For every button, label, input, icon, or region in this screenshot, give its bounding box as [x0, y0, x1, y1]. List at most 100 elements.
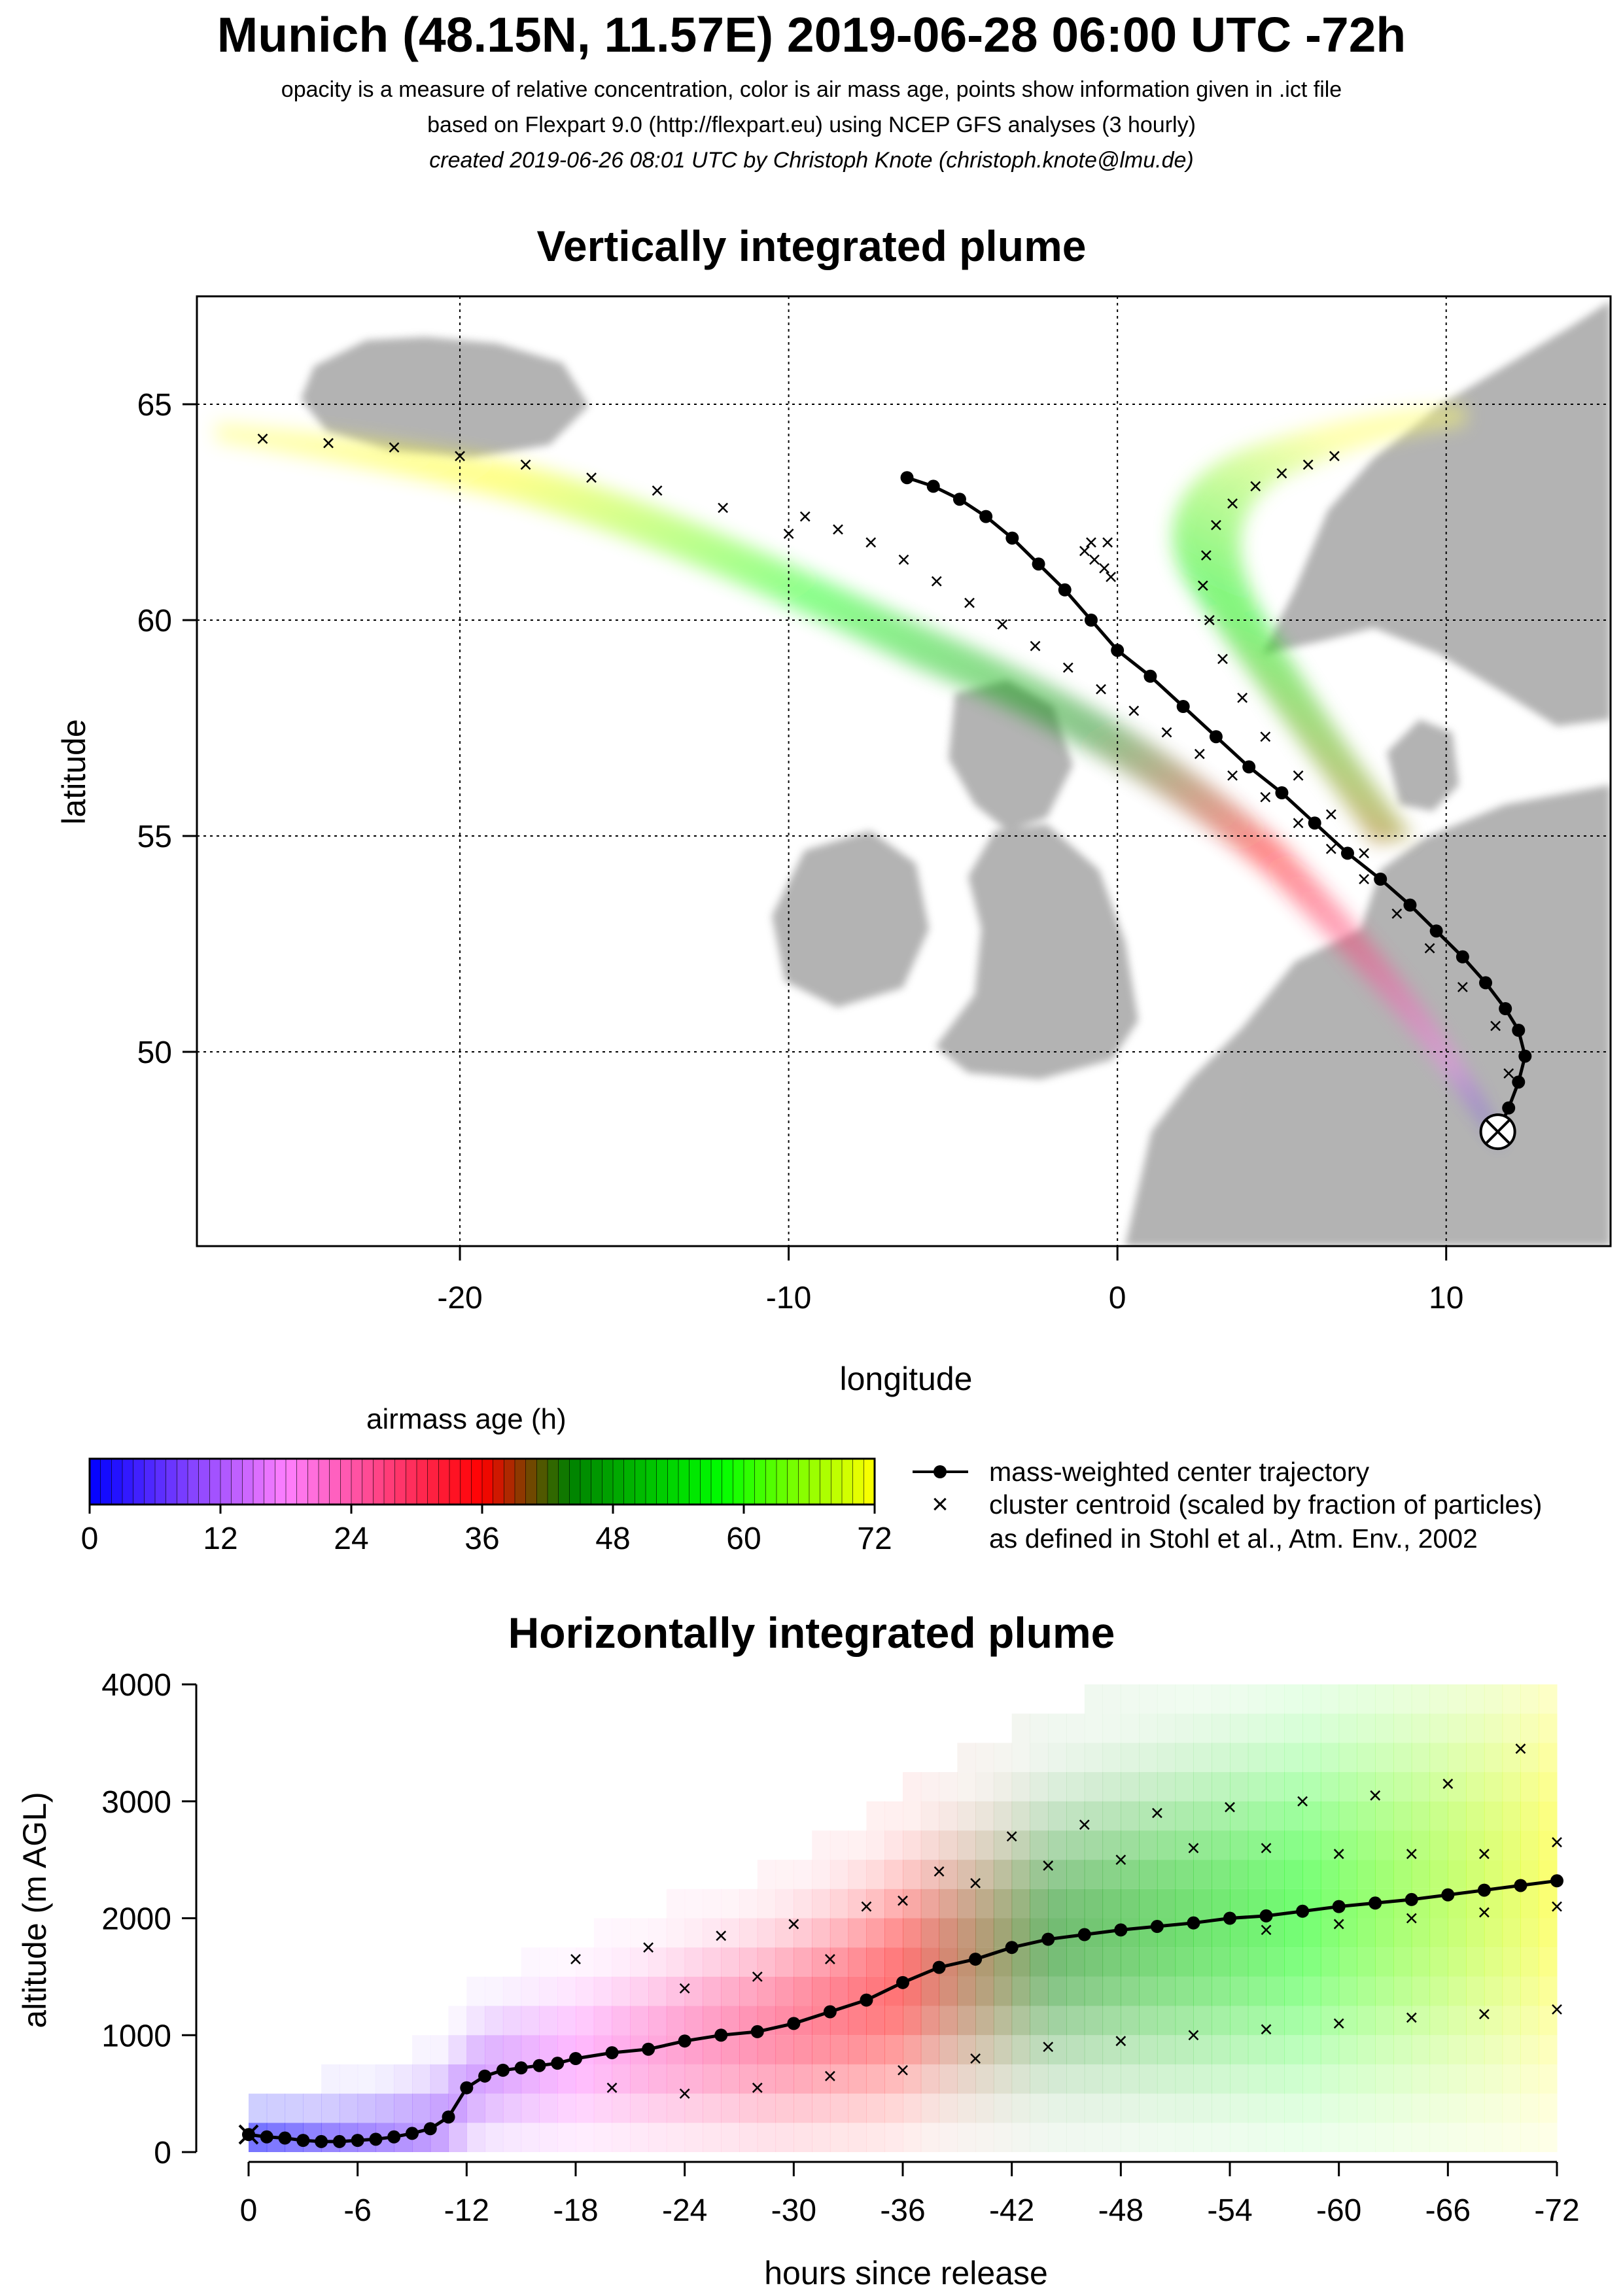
map-trajectory-point — [1456, 950, 1469, 964]
map-cluster-point — [1200, 550, 1212, 561]
profile-plume-cell — [1066, 1713, 1085, 1743]
profile-plume-cell — [1048, 1860, 1067, 1889]
profile-plume-cell — [1520, 2035, 1539, 2064]
profile-cluster-point — [898, 1895, 908, 1906]
map-trajectory-point — [1111, 644, 1125, 657]
profile-plume-cell — [1502, 1888, 1521, 1919]
profile-plume-cell — [1266, 1772, 1285, 1801]
profile-plume-cell — [1393, 1801, 1412, 1831]
profile-plume-cell — [1375, 1976, 1394, 2006]
profile-plume-cell — [1248, 2093, 1267, 2123]
map-cluster-point — [1237, 692, 1248, 703]
profile-plume-cell — [1175, 1801, 1194, 1831]
profile-plume-cell — [684, 1918, 703, 1948]
profile-cluster-point — [970, 2053, 981, 2064]
profile-plume-cell — [1338, 1684, 1357, 1714]
profile-plume-cell — [1175, 2035, 1194, 2064]
profile-plume-cell — [1484, 1801, 1503, 1831]
profile-plume-cell — [466, 2006, 485, 2036]
profile-plume-cell — [1357, 2064, 1376, 2094]
profile-plume-cell — [1248, 1947, 1267, 1977]
profile-plume-cell — [1302, 1830, 1321, 1860]
profile-plume-cell — [1066, 1947, 1085, 1977]
profile-trajectory-point — [1041, 1932, 1055, 1946]
profile-plume-cell — [884, 2006, 903, 2036]
land-iceland — [301, 337, 589, 458]
profile-plume-cell — [1011, 1772, 1030, 1801]
map-cluster-point — [783, 529, 794, 539]
profile-plume-cell — [1466, 1772, 1485, 1801]
profile-plume-cell — [612, 1976, 631, 2006]
profile-plume-cell — [757, 1947, 777, 1977]
profile-plume-cell — [1175, 1976, 1194, 2006]
land-denmark — [1387, 720, 1459, 811]
profile-plume-cell — [1539, 2123, 1558, 2152]
profile-plume-cell — [1393, 1860, 1412, 1889]
profile-plume-cell — [539, 1947, 558, 1977]
profile-plume-cell — [1066, 2035, 1085, 2064]
profile-plume-cell — [848, 1860, 867, 1889]
profile-plume-cell — [1448, 1684, 1467, 1714]
profile-plume-cell — [957, 2093, 976, 2123]
profile-plume-cell — [1248, 2123, 1267, 2152]
profile-plume-cell — [703, 1888, 722, 1919]
map-cluster-point — [1102, 537, 1113, 548]
profile-xtick-label: -48 — [1098, 2193, 1143, 2228]
profile-plume-cell — [1084, 2064, 1104, 2094]
profile-plume-cell — [1484, 1713, 1503, 1743]
profile-plume-cell — [1030, 1713, 1049, 1743]
map-trajectory-point — [1032, 557, 1045, 571]
profile-plume-cell — [1193, 1713, 1212, 1743]
profile-plume-cell — [1230, 1860, 1249, 1889]
profile-trajectory-point — [315, 2134, 328, 2148]
map-cluster-point — [1194, 748, 1205, 759]
profile-plume-cell — [466, 2035, 485, 2064]
profile-plume-cell — [1102, 2035, 1121, 2064]
map-cluster-point — [1424, 943, 1435, 954]
profile-plume-cell — [848, 2093, 867, 2123]
profile-plume-cell — [1157, 1888, 1176, 1919]
profile-plume-cell — [1502, 2123, 1521, 2152]
map-cluster-point — [1325, 843, 1336, 854]
map-ylabel: latitude — [56, 719, 92, 824]
profile-plume-cell — [975, 1976, 994, 2006]
profile-xtick-label: 0 — [240, 2193, 258, 2228]
profile-plume-cell — [1411, 1976, 1431, 2006]
profile-plume-cell — [794, 2093, 812, 2123]
profile-plume-cell — [866, 2064, 885, 2094]
profile-plume-cell — [866, 2006, 885, 2036]
profile-plume-cell — [648, 2006, 667, 2036]
profile-plume-cell — [1284, 2035, 1303, 2064]
profile-plume-cell — [1357, 2093, 1376, 2123]
profile-plume-cell — [321, 2093, 340, 2123]
map-trajectory-point — [1005, 531, 1019, 545]
profile-plume-cell — [884, 2093, 903, 2123]
profile-plume-cell — [775, 1918, 794, 1948]
profile-plume-cell — [1375, 1830, 1394, 1860]
profile-trajectory-point — [605, 2046, 619, 2060]
profile-plume-cell — [666, 1947, 686, 1977]
map-cluster-point — [718, 502, 728, 513]
profile-plume-cell — [1539, 1684, 1558, 1714]
profile-plume-cell — [1375, 1918, 1394, 1948]
profile-plume-cell — [1429, 1684, 1448, 1714]
profile-plume-cell — [502, 2035, 522, 2064]
profile-plume-cell — [1539, 1918, 1558, 1948]
profile-plume-cell — [1266, 1684, 1285, 1714]
profile-plume-cell — [684, 2006, 703, 2036]
profile-cluster-point — [1225, 1801, 1235, 1813]
profile-plume-cell — [884, 1947, 903, 1977]
profile-plume-cell — [1157, 1772, 1176, 1801]
profile-plume-cell — [684, 2064, 703, 2094]
profile-plume-cell — [848, 2035, 867, 2064]
profile-plume-cell — [1030, 1976, 1049, 2006]
profile-plume-cell — [249, 2093, 268, 2123]
profile-plume-cell — [1338, 2064, 1357, 2094]
profile-plume-cell — [576, 2123, 595, 2152]
profile-plume-cell — [739, 1888, 758, 1919]
profile-plume-cell — [1066, 1772, 1085, 1801]
profile-plume-cell — [1248, 1801, 1267, 1831]
profile-plume-cell — [866, 2093, 885, 2123]
profile-plume-cell — [1448, 1860, 1467, 1889]
profile-plume-cell — [957, 2035, 976, 2064]
